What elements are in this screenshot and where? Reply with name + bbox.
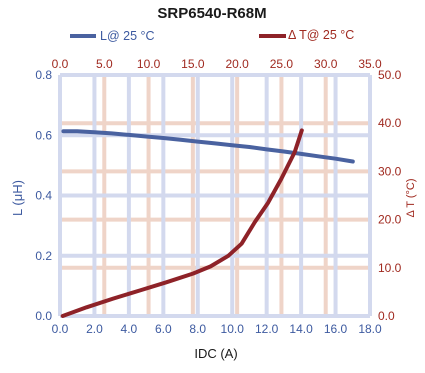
x-bottom-tick-label: 0.0 xyxy=(52,322,69,336)
y-right-tick-label: 40.0 xyxy=(378,116,402,130)
x-axis-title: IDC (A) xyxy=(194,346,237,361)
y-left-tick-label: 0.8 xyxy=(35,68,52,82)
legend-label-inductance: L@ 25 °C xyxy=(100,29,155,43)
y-axis-left-title: L (μH) xyxy=(10,180,25,216)
x-bottom-tick-label: 6.0 xyxy=(155,322,172,336)
x-top-tick-label: 0.0 xyxy=(52,57,69,71)
y-left-tick-label: 0.4 xyxy=(35,189,52,203)
y-right-tick-label: 50.0 xyxy=(378,68,402,82)
y-left-tick-label: 0.2 xyxy=(35,249,52,263)
x-top-tick-label: 35.0 xyxy=(358,57,382,71)
x-top-tick-label: 20.0 xyxy=(225,57,249,71)
y-left-tick-label: 0.6 xyxy=(35,128,52,142)
y-axis-right-title: Δ T (°C) xyxy=(405,178,417,217)
x-bottom-tick-label: 12.0 xyxy=(255,322,279,336)
x-bottom-tick-label: 14.0 xyxy=(289,322,313,336)
y-right-tick-label: 30.0 xyxy=(378,164,402,178)
legend-label-temperature: Δ T@ 25 °C xyxy=(288,28,354,42)
series-line-inductance xyxy=(61,129,355,164)
x-top-tick-label: 15.0 xyxy=(181,57,205,71)
axis-layer: 0.0 2.0 4.0 6.0 8.0 10.0 12.0 14.0 16.0 18.00.0 5.… xyxy=(35,57,401,336)
legend: L@ 25 °C Δ T@ 25 °C xyxy=(70,28,354,43)
x-bottom-tick-label: 2.0 xyxy=(86,322,103,336)
series-layer xyxy=(60,128,355,318)
x-top-tick-label: 30.0 xyxy=(314,57,338,71)
y-right-tick-label: 0.0 xyxy=(378,309,395,323)
x-bottom-tick-label: 4.0 xyxy=(121,322,138,336)
y-right-tick-label: 20.0 xyxy=(378,213,402,227)
x-top-tick-label: 5.0 xyxy=(96,57,113,71)
y-right-tick-label: 10.0 xyxy=(378,261,402,275)
x-bottom-tick-label: 16.0 xyxy=(324,322,348,336)
x-bottom-tick-label: 8.0 xyxy=(189,322,206,336)
grid-layer xyxy=(58,73,372,318)
series-line-temperature xyxy=(60,128,304,318)
y-left-tick-label: 0.0 xyxy=(35,309,52,323)
x-top-tick-label: 10.0 xyxy=(137,57,161,71)
chart-title: SRP6540-R68M xyxy=(157,5,266,22)
x-bottom-tick-label: 10.0 xyxy=(221,322,245,336)
x-bottom-tick-label: 18.0 xyxy=(358,322,382,336)
x-top-tick-label: 25.0 xyxy=(270,57,294,71)
